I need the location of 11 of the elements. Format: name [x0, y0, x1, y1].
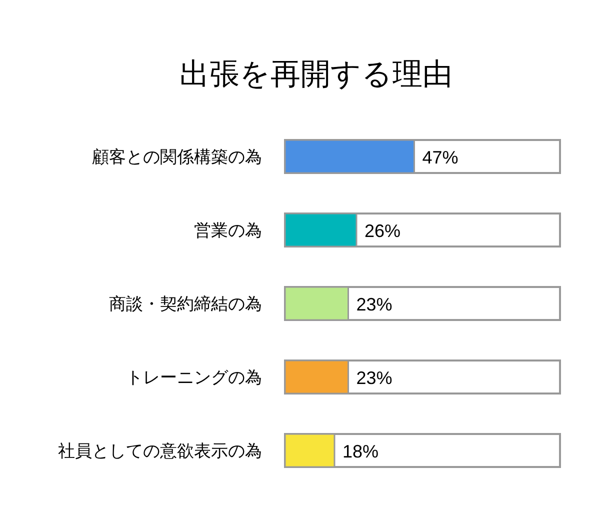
chart-title: 出張を再開する理由 [180, 58, 452, 91]
data-label: 47% [422, 148, 458, 168]
y-tick-label: 顧客との関係構築の為 [92, 148, 262, 166]
data-label: 23% [356, 368, 392, 388]
data-label: 18% [342, 442, 379, 462]
y-tick-label: 社員としての意欲表示の為 [58, 442, 262, 460]
y-tick-label: 商談・契約締結の為 [109, 294, 262, 314]
data-label: 26% [364, 221, 401, 241]
y-tick-label: 営業の為 [194, 221, 262, 240]
data-label: 23% [356, 294, 392, 314]
y-tick-label: トレーニングの為 [126, 368, 262, 387]
